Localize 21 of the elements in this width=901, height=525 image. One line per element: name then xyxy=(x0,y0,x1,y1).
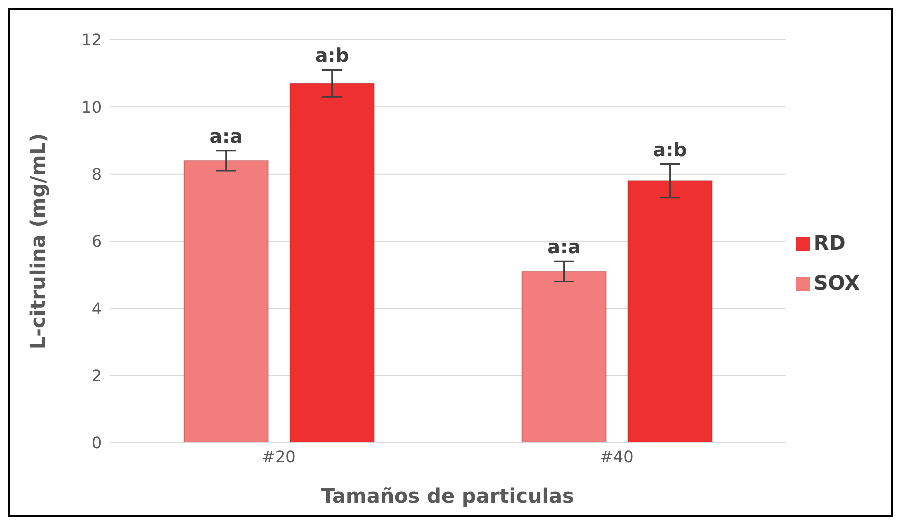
y-tick-label: 0 xyxy=(92,434,102,453)
legend-label: SOX xyxy=(814,270,860,294)
y-tick-label: 6 xyxy=(92,232,102,252)
data-label: a:b xyxy=(315,45,350,68)
y-tick-label: 8 xyxy=(92,165,102,184)
legend-label: RD xyxy=(814,230,846,254)
bar xyxy=(522,271,607,443)
x-tick-label: #20 xyxy=(262,447,296,466)
y-tick-label: 12 xyxy=(82,30,102,50)
bar xyxy=(184,160,269,443)
x-tick-label: #40 xyxy=(600,447,634,466)
y-tick-label: 2 xyxy=(92,366,102,386)
bar xyxy=(628,180,713,443)
data-label: a:a xyxy=(548,236,581,259)
data-label: a:b xyxy=(653,139,688,162)
y-axis-title: L-citrulina (mg/mL) xyxy=(26,133,50,350)
x-axis-title: Tamaños de particulas xyxy=(321,484,574,508)
bar xyxy=(290,83,375,443)
y-tick-label: 4 xyxy=(92,299,102,318)
data-label: a:a xyxy=(210,126,243,148)
y-tick-label: 10 xyxy=(82,98,102,117)
